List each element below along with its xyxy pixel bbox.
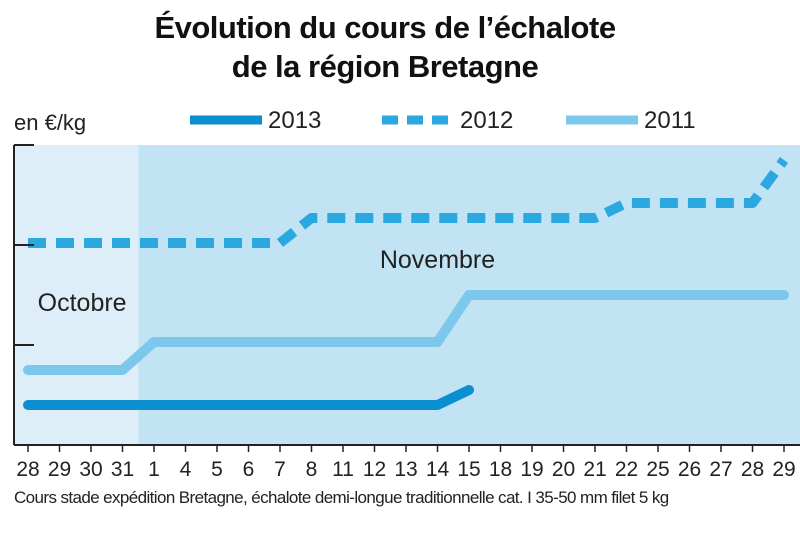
x-tick-label: 12 xyxy=(363,458,386,481)
x-tick-label: 30 xyxy=(79,458,102,481)
series-line-2013 xyxy=(23,385,474,410)
x-tick-label: 1 xyxy=(148,458,160,481)
x-tick-label: 7 xyxy=(274,458,286,481)
x-tick-label: 28 xyxy=(16,458,39,481)
x-tick-label: 11 xyxy=(332,458,354,481)
x-tick-label: 22 xyxy=(615,458,638,481)
x-tick-label: 19 xyxy=(520,458,543,481)
axis-layer xyxy=(13,144,800,452)
chart-title-line2: de la région Bretagne xyxy=(231,49,539,84)
month-layer: Octobre Novembre xyxy=(38,246,496,317)
y-axis-unit-label: en €/kg xyxy=(14,110,86,135)
x-tick-label: 27 xyxy=(709,458,732,481)
x-tick-label: 18 xyxy=(489,458,512,481)
x-tick-label: 28 xyxy=(741,458,764,481)
x-tick-label: 15 xyxy=(457,458,480,481)
month-label-novembre: Novembre xyxy=(380,246,495,274)
x-tick-label: 21 xyxy=(583,458,606,481)
legend-item-2012: 2012 xyxy=(382,107,513,134)
month-label-octobre: Octobre xyxy=(38,289,127,317)
x-tick-label: 20 xyxy=(552,458,575,481)
plot-background-october xyxy=(14,145,139,445)
series-layer xyxy=(23,157,789,410)
chart-title-line1: Évolution du cours de l’échalote xyxy=(154,10,616,45)
x-tick-label: 6 xyxy=(243,458,255,481)
legend-label-2011: 2011 xyxy=(644,107,696,134)
legend-label-2012: 2012 xyxy=(460,107,513,134)
x-tick-label: 31 xyxy=(111,458,134,481)
x-tick-label: 29 xyxy=(48,458,71,481)
x-tick-label: 25 xyxy=(646,458,669,481)
series-line-2012 xyxy=(28,157,789,248)
legend-item-2011: 2011 xyxy=(566,107,696,134)
chart-footnote: Cours stade expédition Bretagne, échalot… xyxy=(14,488,669,507)
x-tick-label: 4 xyxy=(180,458,192,481)
tick-layer: 28 29 30 31 1 4 5 6 7 8 11 12 13 14 15 18 19 20 21 22 25 26 27… xyxy=(16,458,795,481)
x-tick-label: 5 xyxy=(211,458,223,481)
x-tick-label: 29 xyxy=(772,458,795,481)
x-tick-label: 13 xyxy=(394,458,417,481)
legend: 2013 2012 2011 xyxy=(190,107,696,134)
x-tick-label: 14 xyxy=(426,458,450,481)
x-tick-label: 26 xyxy=(678,458,701,481)
chart-title: Évolution du cours de l’échalote de la r… xyxy=(0,8,770,86)
legend-item-2013: 2013 xyxy=(190,107,321,134)
x-tick-label: 8 xyxy=(306,458,318,481)
legend-label-2013: 2013 xyxy=(268,107,321,134)
series-line-2011 xyxy=(23,290,789,375)
